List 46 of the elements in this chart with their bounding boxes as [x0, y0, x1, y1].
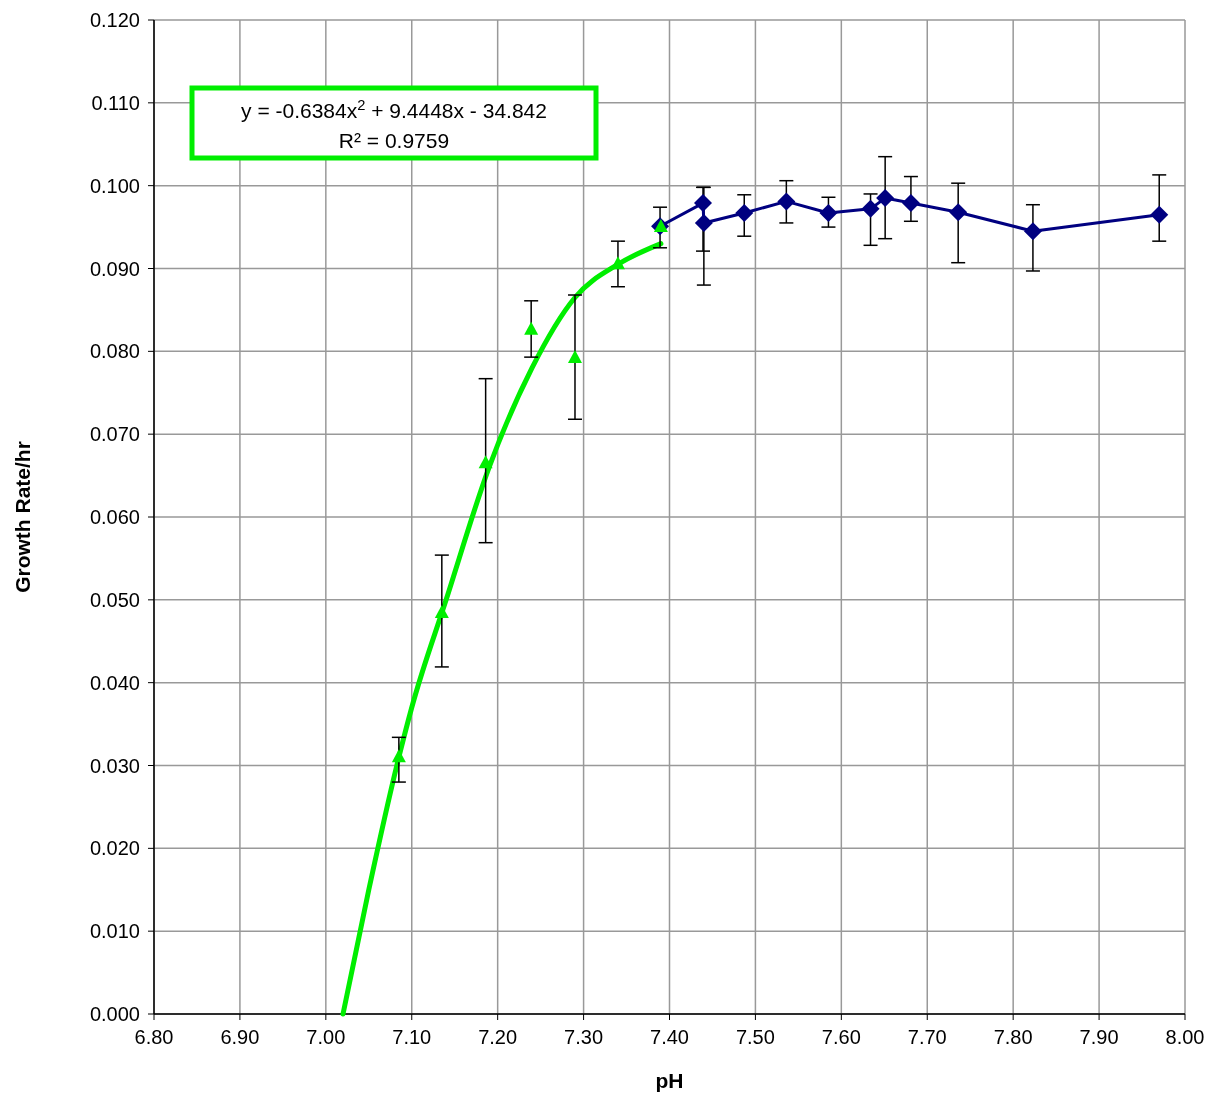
x-tick-label: 6.90 [220, 1026, 260, 1048]
point [735, 204, 754, 222]
x-tick-label: 7.50 [735, 1026, 775, 1048]
x-tick-label: 7.20 [478, 1026, 518, 1048]
x-tick-label: 7.80 [993, 1026, 1033, 1048]
annotation: R² = 0.9759 [338, 129, 450, 152]
x-tick-label: 6.80 [134, 1026, 174, 1048]
y-tick-label: 0.100 [89, 174, 140, 197]
point [694, 194, 713, 213]
point [901, 194, 920, 213]
y-tick-label: 0.120 [89, 9, 140, 31]
point [478, 455, 493, 469]
y-tick-label: 0.010 [89, 920, 140, 943]
y-tick-label: 0.020 [89, 837, 140, 860]
point [819, 204, 838, 222]
point [876, 189, 895, 208]
point [777, 192, 796, 211]
point [434, 605, 449, 619]
x-tick-label: 7.60 [821, 1026, 861, 1048]
point [694, 213, 713, 232]
point [1023, 222, 1042, 241]
point [524, 321, 539, 335]
x-tick-label: 7.70 [907, 1026, 947, 1048]
x-tick-label: 7.40 [650, 1026, 689, 1048]
x-tick-label: 7.10 [392, 1026, 432, 1048]
y-tick-label: 0.070 [89, 423, 140, 446]
y-axis-title: Growth Rate/hr [11, 441, 34, 593]
annotation: y = -0.6384x$^{2}$ + 9.4448x - 34.842 [241, 97, 547, 122]
y-tick-label: 0.110 [91, 91, 140, 114]
x-tick-label: 8.00 [1165, 1026, 1205, 1048]
point [391, 749, 406, 763]
y-tick-label: 0.040 [89, 671, 140, 694]
point [1150, 205, 1169, 224]
point [861, 199, 880, 218]
point [949, 203, 968, 222]
y-tick-label: 0.000 [89, 1003, 140, 1025]
x-tick-label: 7.90 [1079, 1026, 1119, 1048]
y-tick-label: 0.030 [89, 754, 140, 777]
x-tick-label: 7.30 [564, 1026, 604, 1048]
y-tick-label: 0.090 [89, 257, 140, 280]
x-axis-title: pH [655, 1069, 684, 1092]
point [567, 349, 582, 363]
y-tick-label: 0.060 [89, 506, 140, 528]
y-tick-label: 0.080 [89, 340, 140, 363]
x-tick-label: 7.00 [306, 1026, 346, 1048]
y-tick-label: 0.050 [89, 588, 140, 611]
